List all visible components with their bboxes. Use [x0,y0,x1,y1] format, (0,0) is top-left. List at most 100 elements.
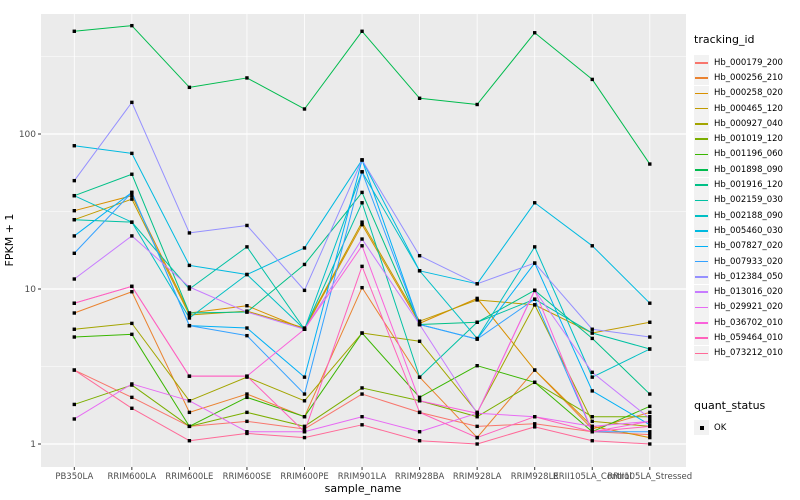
data-point [360,392,364,396]
data-point [475,415,479,419]
data-point [590,370,594,375]
legend-line-icon [695,291,708,293]
data-point [533,380,537,385]
data-point [475,364,479,368]
data-point [130,395,134,400]
axis-titles: sample_name FPKM + 1 [3,214,402,495]
legend-item-label: Hb_002188_090 [714,210,783,221]
data-point [590,77,594,82]
data-point [648,404,652,409]
legend-line-icon [695,321,708,324]
data-point [245,272,249,277]
data-point [245,430,249,434]
data-point [302,424,307,429]
data-point [130,220,134,224]
legend-key-swatch [694,192,709,208]
data-point [245,431,249,436]
legend-item-label: Hb_036702_010 [714,317,783,328]
data-point [360,29,364,33]
legend-item-label: Hb_005460_030 [714,225,783,236]
data-point [590,415,594,419]
legend-title-quant-status: quant_status [694,399,766,412]
data-point [475,411,479,415]
data-point [648,301,652,305]
data-point [72,311,76,315]
data-point [130,234,134,238]
y-tick-label: 1 [30,440,36,450]
legend-key-swatch [694,299,709,315]
data-point [417,395,422,400]
legend-key-swatch [694,330,709,346]
data-point [245,326,249,330]
data-point [360,285,364,290]
legend-key-swatch [694,269,709,285]
legend-item-Hb_001019_120: Hb_001019_120 [694,131,783,147]
data-point [648,432,652,437]
legend-square-point-icon [699,425,704,430]
x-tick-label: RRIM901LA [338,472,387,482]
data-point [72,301,76,305]
data-point [72,335,76,339]
data-point [187,399,192,403]
data-point [417,96,422,100]
data-point [302,430,307,434]
x-tick-label: RRIM928BA [395,472,445,482]
data-point [187,85,192,90]
data-point [360,331,364,335]
data-point [533,425,537,429]
data-point [533,288,537,293]
data-point [245,410,249,415]
data-point [533,368,537,372]
legend-line-icon [695,92,708,95]
data-point [648,435,652,440]
data-point [475,424,479,429]
legend-title-tracking-id: tracking_id [694,33,755,46]
data-point [72,217,76,222]
data-point [302,327,307,331]
legend-key-swatch [694,315,709,331]
data-point [417,399,422,403]
legend-line-icon [695,352,708,355]
data-point [417,430,422,434]
data-point [590,427,594,431]
data-point [130,197,134,201]
data-point [187,374,192,378]
data-point [72,251,76,255]
data-point [648,424,652,429]
data-point [648,430,652,434]
legend-key-swatch [694,131,709,147]
gridlines [41,14,686,467]
data-point [533,201,537,205]
data-point [245,304,249,308]
legend-item-Hb_036702_010: Hb_036702_010 [694,315,783,331]
y-axis-title: FPKM + 1 [3,214,16,267]
legend-key-swatch [694,85,709,101]
data-point [245,392,249,396]
data-point [187,285,192,289]
data-point [590,331,594,335]
data-point [130,321,134,326]
data-point [590,336,594,341]
data-point [360,201,364,205]
data-point [72,234,76,238]
data-point [130,172,134,176]
data-point [245,374,249,378]
x-tick-label: RRIM600LA [108,472,157,482]
data-point [72,368,76,372]
data-point [130,332,134,337]
data-point [475,320,479,324]
legend-item-Hb_001916_120: Hb_001916_120 [694,177,783,193]
x-tick-label: RRIM600PE [280,472,328,482]
data-point [245,395,249,400]
legend-line-icon [695,214,708,217]
x-tick-labels: PB350LA RRIM600LA RRIM600LE RRIM600SE RRIM60… [55,472,692,482]
x-tick-label: RRIM928LA [453,472,502,482]
legend-item-label: Hb_002159_030 [714,195,783,206]
data-point [245,419,249,424]
legend-series-list: Hb_000179_200 Hb_000256_210 Hb_000258_020 H… [694,55,783,361]
legend-item-label: Hb_029921_020 [714,302,783,313]
legend-item-Hb_002188_090: Hb_002188_090 [694,208,783,224]
legend-line-icon [695,61,708,64]
data-point [590,424,594,429]
legend-line-icon [695,169,708,171]
